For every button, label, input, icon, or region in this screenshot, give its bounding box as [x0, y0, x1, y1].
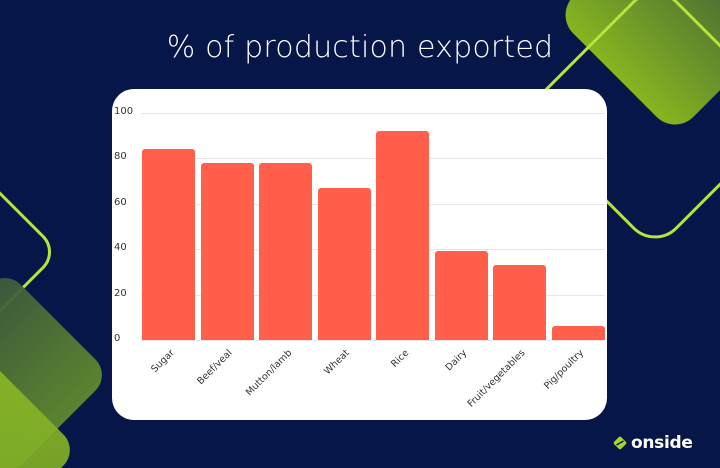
bar-mutton-lamb [259, 162, 312, 340]
y-tick-label: 60 [114, 196, 127, 208]
x-tick-label: Beef/veal [195, 347, 235, 387]
chart-card: 0 20 40 60 80 100 Sugar Beef/veal Mutton/lamb Whe… [112, 89, 607, 420]
onside-logo-text: onside [631, 433, 693, 453]
x-tick-label: Wheat [322, 347, 352, 378]
y-tick-label: 0 [114, 333, 121, 344]
x-tick-label: Rice [388, 347, 411, 370]
bar-wheat [317, 187, 371, 340]
gridline [141, 340, 605, 341]
chart-title: % of production exported [166, 30, 554, 65]
y-tick-label: 100 [114, 106, 134, 117]
bar-pig-poultry [551, 326, 605, 340]
bar-beef-veal [200, 162, 254, 340]
x-tick-label: Mutton/lamb [243, 347, 294, 399]
onside-logo-icon [613, 436, 627, 450]
decor-diamond-top-right [565, 0, 720, 125]
onside-logo: onside [613, 433, 693, 453]
y-tick-label: 80 [114, 151, 127, 163]
gridline [141, 203, 605, 205]
x-tick-label: Fruit/vegetables [465, 347, 528, 410]
gridline [141, 158, 605, 160]
decor-diamond-bottom-left-front [0, 360, 70, 468]
bar-chart-plot: 0 20 40 60 80 100 Sugar Beef/veal Mutton/lamb Whe… [112, 89, 607, 420]
gridline [141, 294, 605, 296]
x-tick-label: Sugar [148, 347, 177, 376]
gridline [141, 249, 605, 251]
x-tick-label: Pig/poultry [542, 347, 587, 392]
gridline [141, 113, 605, 114]
y-tick-label: 20 [114, 287, 127, 299]
decor-diamond-bottom-left-back [0, 278, 102, 468]
bar-rice [376, 131, 429, 340]
bar-dairy [434, 251, 488, 340]
bar-sugar [142, 149, 195, 340]
x-tick-label: Dairy [443, 347, 470, 374]
bar-fruit-vegetables [493, 265, 546, 340]
y-tick-label: 40 [114, 242, 127, 254]
